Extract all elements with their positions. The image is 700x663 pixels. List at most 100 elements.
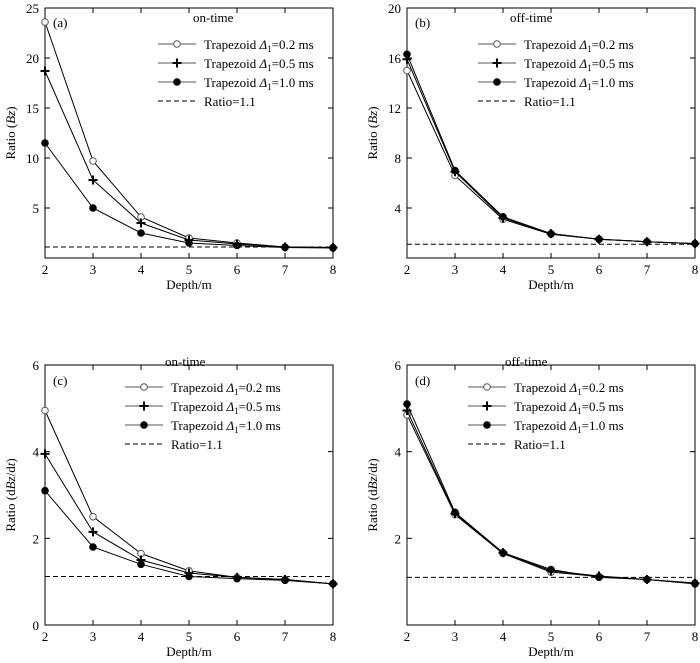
panel-subtitle: on-time — [193, 10, 234, 25]
data-point — [403, 400, 411, 408]
y-tick-label: 6 — [395, 358, 402, 373]
x-tick-label: 3 — [452, 262, 459, 277]
data-point — [329, 580, 337, 588]
panel-label: (a) — [53, 15, 67, 30]
panel-label: (c) — [53, 373, 67, 388]
data-point — [89, 543, 97, 551]
data-point — [88, 175, 98, 185]
legend-label: Trapezoid Δ1=0.2 ms — [171, 380, 281, 397]
y-tick-label: 5 — [33, 201, 40, 216]
x-tick-label: 4 — [500, 629, 507, 644]
y-axis-label: Ratio (Bz) — [3, 106, 18, 159]
x-tick-label: 3 — [452, 629, 459, 644]
y-tick-label: 15 — [26, 101, 39, 116]
x-tick-label: 6 — [596, 629, 603, 644]
legend-label: Trapezoid Δ1=1.0 ms — [171, 418, 281, 435]
legend-label: Trapezoid Δ1=0.2 ms — [204, 37, 314, 54]
x-tick-label: 3 — [90, 262, 97, 277]
data-point — [281, 576, 289, 585]
x-tick-label: 6 — [234, 629, 241, 644]
chart-panel-d: 2 3 4 5 6 7 8 2 4 6 Depth/m Ratio (dBz/dt) (d) off-ti… — [365, 354, 700, 659]
data-point — [233, 574, 241, 583]
legend-label: Trapezoid Δ1=0.5 ms — [204, 56, 314, 73]
y-tick-label: 10 — [26, 151, 39, 166]
y-tick-label: 12 — [388, 101, 401, 116]
legend-label: Trapezoid Δ1=1.0 ms — [204, 75, 314, 92]
y-tick-label: 20 — [26, 51, 39, 66]
legend-label: Trapezoid Δ1=0.5 ms — [514, 399, 624, 416]
legend-marker — [483, 421, 491, 429]
y-tick-label: 0 — [33, 618, 40, 633]
legend-marker — [173, 40, 181, 48]
legend-marker — [493, 40, 501, 48]
x-tick-label: 4 — [138, 262, 145, 277]
y-axis-label: Ratio (Bz) — [365, 106, 380, 159]
y-tick-label: 4 — [33, 445, 40, 460]
legend-label: Trapezoid Δ1=1.0 ms — [524, 75, 634, 92]
data-point — [41, 139, 49, 147]
data-point — [403, 50, 411, 59]
series-line — [44, 70, 334, 248]
y-tick-label: 16 — [388, 51, 402, 66]
legend-marker — [493, 78, 501, 86]
legend-marker — [140, 383, 148, 391]
data-point — [547, 565, 555, 574]
x-tick-label: 7 — [644, 262, 651, 277]
legend: Trapezoid Δ1=0.2 ms Trapezoid Δ1=0.5 ms Tr… — [125, 380, 281, 452]
legend-marker — [140, 421, 148, 429]
data-point — [41, 486, 49, 495]
data-point — [185, 239, 193, 247]
data-point — [329, 244, 337, 252]
x-tick-label: 7 — [282, 629, 289, 644]
legend-label: Trapezoid Δ1=0.5 ms — [524, 56, 634, 73]
x-tick-label: 2 — [42, 629, 49, 644]
data-point — [403, 66, 411, 75]
legend-label: Ratio=1.1 — [524, 94, 576, 109]
data-point — [595, 573, 603, 582]
panel-subtitle: on-time — [165, 354, 206, 369]
panel-label: (b) — [415, 15, 430, 30]
data-point — [643, 237, 651, 246]
y-tick-label: 8 — [395, 151, 402, 166]
data-point — [499, 212, 507, 221]
legend: Trapezoid Δ1=0.2 ms Trapezoid Δ1=0.5 ms Tr… — [468, 380, 624, 452]
data-point — [691, 580, 699, 588]
data-point — [185, 572, 193, 581]
legend-marker — [483, 383, 491, 391]
chart-panel-b: 2 3 4 5 6 7 8 4 8 12 16 20 Depth/m Ratio (Bz) (b) off-t… — [365, 1, 700, 292]
y-tick-label: 25 — [26, 1, 39, 16]
legend-label: Trapezoid Δ1=0.2 ms — [514, 380, 624, 397]
data-point — [89, 157, 97, 165]
data-point — [40, 449, 50, 459]
data-point — [643, 575, 651, 584]
x-tick-label: 4 — [138, 629, 145, 644]
y-tick-label: 6 — [33, 358, 40, 373]
data-point — [691, 239, 699, 248]
x-tick-label: 5 — [548, 262, 555, 277]
data-point — [41, 18, 49, 26]
chart-panel-a: 2 3 4 5 6 7 8 5 10 15 20 25 Depth/m Ratio (Bz) (a) on-t… — [3, 1, 338, 292]
y-axis-label: Ratio (dBz/dt) — [3, 458, 18, 531]
x-tick-label: 8 — [330, 629, 337, 644]
data-point — [233, 241, 241, 250]
data-point — [595, 235, 603, 244]
x-tick-label: 3 — [90, 629, 97, 644]
x-tick-label: 2 — [404, 262, 411, 277]
x-axis-label: Depth/m — [528, 277, 574, 292]
y-tick-label: 4 — [395, 201, 402, 216]
x-tick-label: 6 — [596, 262, 603, 277]
legend: Trapezoid Δ1=0.2 ms Trapezoid Δ1=0.5 ms Tr… — [478, 37, 634, 109]
data-point — [499, 548, 507, 557]
legend: Trapezoid Δ1=0.2 ms Trapezoid Δ1=0.5 ms Tr… — [158, 37, 314, 109]
data-point — [41, 406, 49, 415]
data-point — [137, 560, 145, 569]
legend-label: Trapezoid Δ1=0.5 ms — [171, 399, 281, 416]
legend-marker — [492, 58, 502, 68]
legend-marker — [482, 401, 492, 411]
data-point — [547, 229, 555, 238]
x-tick-label: 7 — [282, 262, 289, 277]
y-tick-label: 20 — [388, 1, 401, 16]
panel-label: (d) — [415, 373, 430, 388]
data-point — [137, 229, 145, 237]
